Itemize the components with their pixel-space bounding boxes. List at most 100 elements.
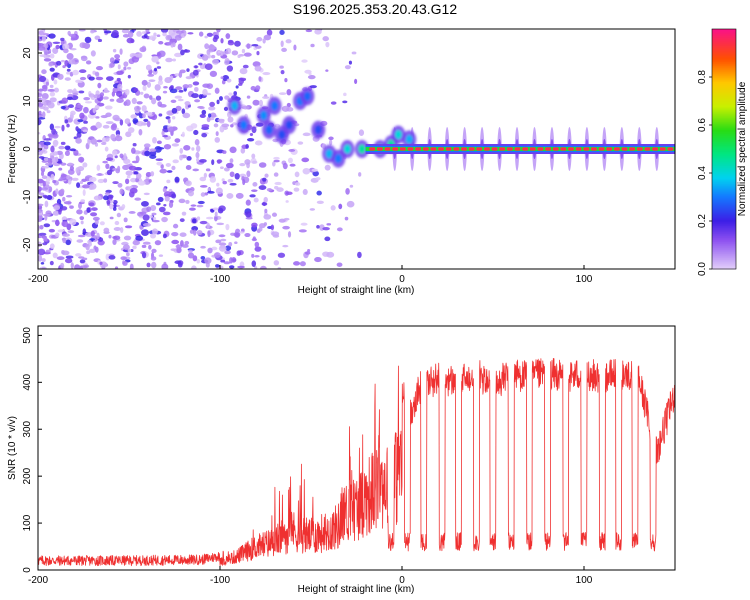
y-tick-label: 300: [22, 420, 33, 437]
noise-cell: [213, 123, 219, 128]
noise-cell: [197, 200, 205, 205]
colorbar-cell: [712, 181, 736, 184]
noise-cell: [208, 106, 216, 111]
noise-cell: [223, 106, 229, 111]
noise-cell: [167, 118, 171, 124]
noise-cell: [182, 84, 189, 89]
noise-cell: [179, 232, 187, 237]
noise-cell: [76, 132, 82, 138]
noise-cell: [64, 59, 69, 67]
noise-cell: [273, 159, 280, 163]
noise-cell: [246, 138, 255, 142]
noise-cell: [196, 258, 201, 264]
noise-cell: [46, 110, 51, 114]
noise-cell: [122, 34, 130, 38]
noise-cell: [176, 243, 180, 250]
noise-cell: [67, 178, 72, 185]
noise-cell: [249, 133, 254, 137]
noise-cell: [62, 196, 66, 202]
noise-cell: [179, 154, 183, 161]
noise-cell: [213, 34, 220, 40]
noise-cell: [157, 196, 164, 202]
noise-cell: [307, 75, 316, 80]
noise-cell: [60, 162, 67, 166]
noise-cell: [209, 70, 218, 78]
noise-cell: [135, 235, 144, 241]
noise-cell: [104, 146, 109, 152]
noise-cell: [322, 36, 329, 42]
noise-cell: [88, 76, 95, 81]
noise-cell: [116, 70, 124, 76]
noise-cell: [124, 88, 130, 96]
noise-cell: [48, 228, 55, 233]
noise-cell: [242, 64, 249, 69]
noise-cell: [69, 218, 77, 226]
noise-cell: [150, 205, 157, 212]
noise-cell: [264, 208, 268, 214]
noise-cell: [322, 227, 330, 231]
noise-cell: [40, 97, 47, 102]
noise-cell: [149, 154, 157, 159]
noise-cell: [192, 168, 200, 172]
colorbar-cell: [712, 121, 736, 124]
noise-cell: [218, 96, 223, 101]
noise-cell: [128, 165, 137, 171]
noise-cell: [202, 83, 211, 88]
noise-cell: [220, 259, 226, 263]
noise-cell: [351, 51, 357, 55]
noise-cell: [68, 59, 76, 65]
noise-cell: [38, 30, 44, 36]
noise-cell: [48, 186, 53, 193]
noise-cell: [277, 252, 286, 258]
noise-cell: [54, 156, 59, 161]
noise-cell: [95, 122, 103, 129]
noise-cell: [162, 187, 167, 193]
noise-cell: [106, 76, 114, 82]
noise-cell: [105, 163, 110, 170]
noise-cell: [90, 29, 95, 34]
noise-cell: [204, 257, 212, 265]
noise-cell: [242, 178, 246, 186]
colorbar-cell: [712, 107, 736, 110]
noise-cell: [343, 92, 347, 97]
noise-cell: [150, 256, 157, 261]
noise-cell: [136, 31, 142, 37]
noise-cell: [124, 118, 131, 125]
noise-cell: [309, 208, 316, 211]
colorbar-cell: [712, 161, 736, 164]
ridge-segment: [438, 147, 445, 151]
x-tick-label: 0: [399, 575, 405, 586]
noise-cell: [234, 40, 241, 47]
noise-cell: [43, 55, 48, 59]
noise-cell: [78, 156, 85, 163]
noise-cell: [316, 190, 322, 196]
noise-cell: [287, 157, 293, 164]
noise-cell: [201, 109, 207, 115]
noise-cell: [88, 176, 97, 182]
noise-cell: [121, 29, 130, 34]
noise-cell: [256, 37, 263, 42]
noise-cell: [75, 126, 79, 132]
noise-cell: [85, 60, 92, 65]
noise-cell: [75, 137, 82, 144]
noise-cell: [75, 104, 84, 109]
noise-cell: [80, 265, 88, 269]
noise-cell: [220, 238, 227, 242]
colorbar-cell: [712, 193, 736, 196]
noise-cell: [43, 141, 51, 146]
ridge-segment: [506, 147, 513, 151]
noise-cell: [219, 119, 225, 124]
colorbar-cell: [712, 261, 736, 264]
noise-cell: [220, 38, 224, 44]
noise-cell: [119, 48, 123, 55]
noise-cell: [164, 195, 170, 202]
noise-cell: [103, 30, 112, 34]
noise-cell: [64, 150, 70, 157]
noise-cell: [216, 182, 220, 187]
noise-cell: [49, 67, 55, 72]
noise-cell: [189, 207, 196, 211]
noise-cell: [324, 236, 331, 242]
noise-cell: [212, 207, 219, 211]
noise-cell: [238, 77, 244, 85]
noise-cell: [143, 118, 149, 123]
